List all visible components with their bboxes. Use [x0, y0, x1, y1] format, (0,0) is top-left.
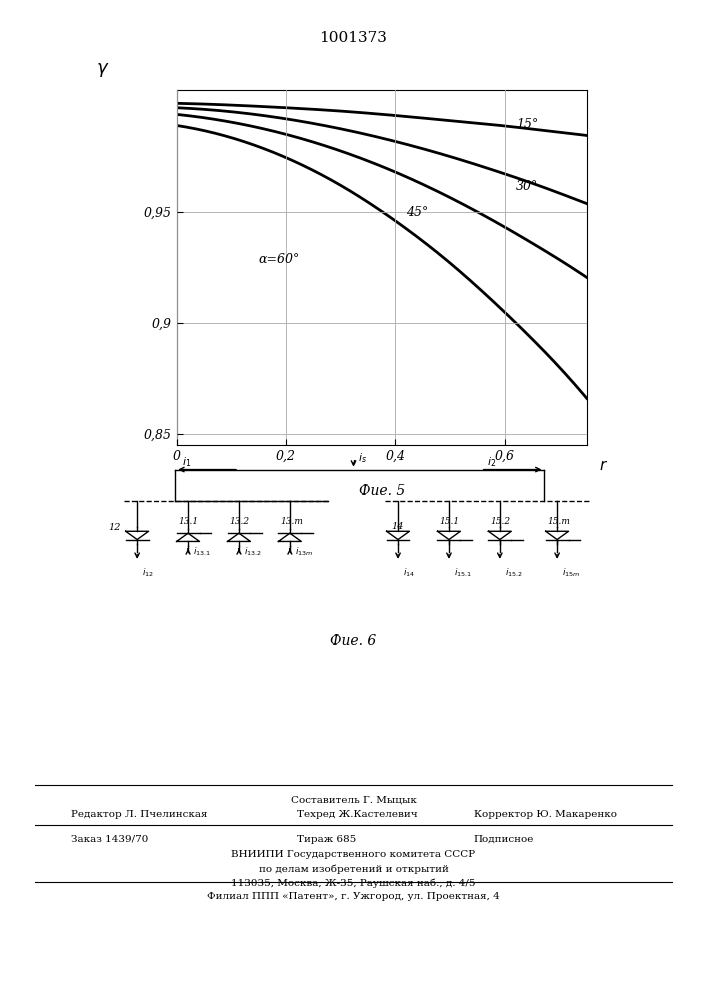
Text: 13.m: 13.m [281, 517, 303, 526]
Text: Заказ 1439/70: Заказ 1439/70 [71, 835, 148, 844]
Text: 1001373: 1001373 [320, 31, 387, 45]
Text: $i_1$: $i_1$ [182, 455, 191, 469]
Text: $i_{15m}$: $i_{15m}$ [562, 567, 580, 579]
Text: Тираж 685: Тираж 685 [297, 835, 356, 844]
Text: $i_{13.1}$: $i_{13.1}$ [193, 545, 211, 558]
Text: 15°: 15° [515, 118, 538, 131]
Text: 13.1: 13.1 [178, 517, 199, 526]
Text: $i_s$: $i_s$ [358, 452, 367, 465]
Text: 12: 12 [109, 523, 121, 532]
Text: Фие. 6: Фие. 6 [330, 634, 377, 648]
Text: 15.m: 15.m [548, 517, 571, 526]
Text: 15.2: 15.2 [491, 517, 510, 526]
Text: α=60°: α=60° [259, 253, 300, 266]
Text: по делам изобретений и открытий: по делам изобретений и открытий [259, 864, 448, 874]
Text: 45°: 45° [407, 206, 428, 219]
Text: Составитель Г. Мыцык: Составитель Г. Мыцык [291, 795, 416, 804]
Text: Филиал ППП «Патент», г. Ужгород, ул. Проектная, 4: Филиал ППП «Патент», г. Ужгород, ул. Про… [207, 892, 500, 901]
Text: $i_{12}$: $i_{12}$ [142, 567, 154, 579]
Text: 15.1: 15.1 [440, 517, 460, 526]
Text: 14: 14 [392, 522, 404, 531]
Text: 113035, Москва, Ж-35, Раушская наб., д. 4/5: 113035, Москва, Ж-35, Раушская наб., д. … [231, 878, 476, 888]
Text: $i_{15.2}$: $i_{15.2}$ [505, 567, 522, 579]
Text: Техред Ж.Кастелевич: Техред Ж.Кастелевич [297, 810, 418, 819]
Text: $i_2$: $i_2$ [487, 455, 496, 469]
Text: Фие. 5: Фие. 5 [358, 484, 405, 498]
Text: $i_{14}$: $i_{14}$ [403, 567, 415, 579]
Text: ВНИИПИ Государственного комитета СССР: ВНИИПИ Государственного комитета СССР [231, 850, 476, 859]
Text: $\mathit{r}$: $\mathit{r}$ [599, 459, 608, 473]
Text: Подписное: Подписное [474, 835, 534, 844]
Text: $i_{13.2}$: $i_{13.2}$ [244, 545, 262, 558]
Text: Корректор Ю. Макаренко: Корректор Ю. Макаренко [474, 810, 617, 819]
Text: Редактор Л. Пчелинская: Редактор Л. Пчелинская [71, 810, 207, 819]
Text: $i_{15.1}$: $i_{15.1}$ [454, 567, 472, 579]
Text: 13.2: 13.2 [229, 517, 250, 526]
Text: $i_{13m}$: $i_{13m}$ [295, 545, 313, 558]
Text: $\mathit{\gamma}$: $\mathit{\gamma}$ [96, 61, 110, 79]
Text: 30°: 30° [515, 180, 538, 193]
